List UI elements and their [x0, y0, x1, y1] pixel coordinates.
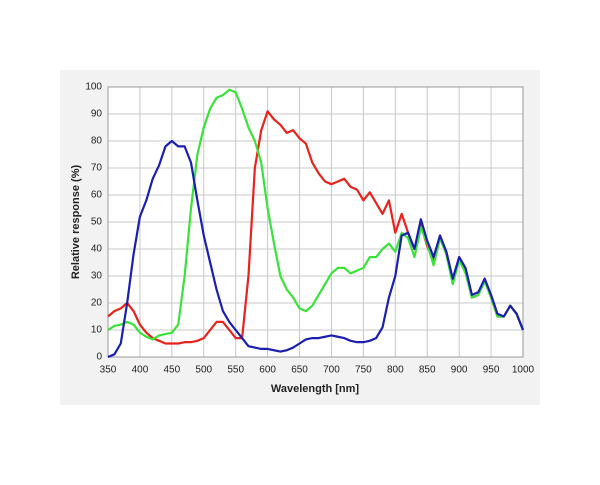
y-tick-label: 30 [91, 271, 103, 282]
x-tick-label: 450 [164, 365, 181, 376]
y-tick-label: 10 [91, 325, 103, 336]
y-tick-label: 50 [91, 217, 103, 228]
x-tick-label: 900 [451, 365, 468, 376]
x-tick-label: 850 [419, 365, 436, 376]
y-tick-label: 60 [91, 190, 103, 201]
y-tick-label: 0 [96, 352, 102, 363]
x-tick-label: 550 [227, 365, 244, 376]
x-tick-label: 700 [323, 365, 340, 376]
x-tick-label: 400 [132, 365, 149, 376]
y-tick-label: 80 [91, 136, 103, 147]
x-tick-label: 650 [291, 365, 308, 376]
x-tick-label: 500 [195, 365, 212, 376]
series-line [107, 139, 525, 359]
x-tick-label: 750 [355, 365, 372, 376]
x-tick-label: 950 [483, 365, 500, 376]
y-axis-label: Relative response (%) [70, 165, 82, 280]
plot-border [107, 86, 524, 358]
x-tick-label: 800 [387, 365, 404, 376]
x-tick-label: 350 [100, 365, 117, 376]
y-tick-label: 70 [91, 163, 103, 174]
x-tick-label: 1000 [512, 365, 535, 376]
y-tick-label: 90 [91, 109, 103, 120]
y-tick-label: 20 [91, 298, 103, 309]
series-line [107, 88, 525, 341]
x-axis-label: Wavelength [nm] [271, 383, 360, 395]
y-tick-label: 40 [91, 244, 103, 255]
y-tick-label: 100 [85, 82, 102, 93]
x-tick-label: 600 [259, 365, 276, 376]
